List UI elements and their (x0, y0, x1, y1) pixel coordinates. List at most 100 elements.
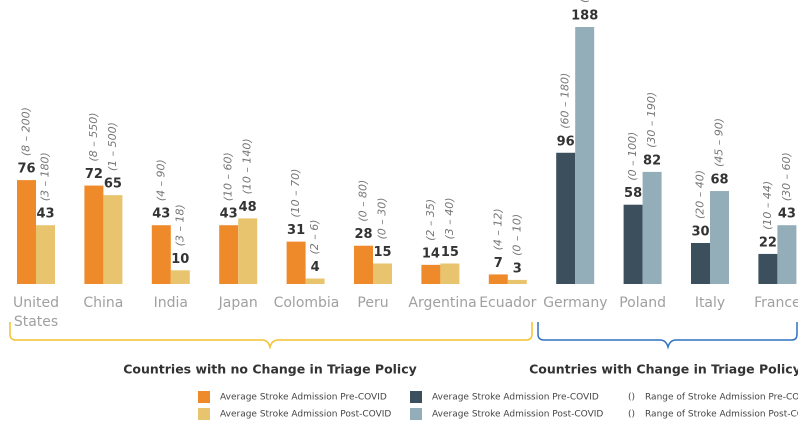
bar (354, 245, 373, 284)
x-tick-label: Peru (357, 295, 389, 311)
value-label: 43 (778, 207, 796, 222)
value-label: 188 (571, 9, 598, 24)
group-label: Countries with Change in Triage Policy (529, 362, 798, 377)
range-label: (8 – 550) (87, 112, 100, 161)
x-tick-label: Colombia (273, 295, 340, 311)
bar (373, 263, 392, 284)
x-tick-label: India (153, 295, 188, 311)
bar (758, 253, 778, 284)
range-label: (45 – 90) (713, 118, 726, 167)
value-label: 76 (17, 162, 35, 177)
value-label: 22 (759, 235, 777, 250)
bar (238, 218, 258, 284)
bar (170, 270, 190, 284)
range-label: (0 – 80) (357, 180, 370, 222)
bar (623, 204, 643, 284)
value-label: 30 (691, 224, 709, 239)
range-label: (3 – 180) (39, 152, 52, 201)
legend-swatch (410, 391, 422, 403)
x-tick-label: United States (13, 295, 59, 330)
legend-label: Range of Stroke Admission Pre-COVID (645, 393, 798, 403)
x-tick-label: Poland (619, 295, 666, 311)
x-tick-label: France (754, 295, 798, 311)
x-tick-label: Japan (218, 295, 258, 311)
range-label: (60 – 329) (578, 0, 591, 3)
bar (691, 242, 710, 284)
bar (84, 185, 104, 284)
value-label: 82 (643, 153, 661, 168)
range-label: (30 – 190) (645, 92, 658, 148)
legend-swatch (198, 391, 210, 403)
value-label: 43 (36, 207, 54, 222)
range-label: (30 – 60) (780, 152, 793, 201)
range-label: (8 – 200) (20, 107, 33, 156)
bar (103, 195, 123, 284)
x-tick-label: Ecuador (479, 295, 537, 311)
range-label: (0 – 100) (626, 132, 639, 181)
value-label: 43 (220, 207, 238, 222)
range-label: (10 – 60) (222, 152, 235, 201)
group-brace (537, 322, 798, 350)
bar (642, 171, 662, 284)
value-label: 68 (710, 173, 728, 188)
value-label: 3 (513, 261, 522, 276)
value-label: 96 (557, 134, 575, 149)
range-label: (2 – 35) (424, 199, 437, 241)
value-label: 10 (171, 252, 189, 267)
value-label: 31 (287, 223, 305, 238)
range-label: (3 – 18) (173, 204, 186, 246)
bar (305, 278, 325, 284)
bar (421, 264, 441, 284)
value-label: 72 (85, 167, 103, 182)
range-label: (3 – 40) (443, 197, 456, 239)
bar (36, 225, 55, 284)
bar (488, 274, 508, 284)
value-label: 4 (311, 260, 320, 275)
value-label: 65 (104, 177, 122, 192)
range-label: (10 – 70) (289, 169, 302, 218)
bar (777, 225, 797, 284)
legend-label: Average Stroke Admission Post-COVID (432, 410, 603, 420)
x-tick-label: Argentina (408, 295, 477, 311)
bar (286, 241, 306, 284)
value-label: 7 (494, 256, 503, 271)
range-label: (4 – 90) (154, 159, 167, 201)
legend-label: Average Stroke Admission Pre-COVID (432, 393, 599, 403)
value-label: 48 (239, 200, 257, 215)
x-tick-label: China (83, 295, 124, 311)
x-tick-label: Germany (543, 295, 608, 311)
bar (17, 180, 36, 284)
legend-swatch (198, 408, 210, 420)
bar (710, 191, 729, 284)
bar (575, 27, 595, 284)
bar (151, 225, 171, 284)
range-label: (4 – 12) (491, 208, 504, 250)
value-label: 15 (441, 245, 459, 260)
range-label: (60 – 180) (559, 73, 572, 129)
legend-label: Average Stroke Admission Post-COVID (220, 410, 391, 420)
range-label: (1 – 500) (106, 122, 119, 171)
value-label: 14 (422, 246, 440, 261)
bar (440, 263, 460, 284)
value-label: 28 (354, 227, 372, 242)
legend-swatch (410, 408, 422, 420)
legend-symbol: () (628, 410, 635, 420)
legend-label: Average Stroke Admission Pre-COVID (220, 393, 387, 403)
value-label: 43 (152, 207, 170, 222)
value-label: 15 (373, 245, 391, 260)
range-label: (10 – 140) (241, 138, 254, 194)
legend-symbol: () (628, 393, 635, 403)
range-label: (0 – 30) (376, 197, 389, 239)
range-label: (10 – 44) (761, 181, 774, 230)
bar (556, 152, 576, 284)
bar (507, 279, 527, 284)
x-tick-label: Italy (694, 295, 726, 311)
group-brace (9, 322, 533, 350)
legend-label: Range of Stroke Admission Post-COVID (645, 410, 798, 420)
range-label: (0 – 10) (510, 214, 523, 256)
value-label: 58 (624, 186, 642, 201)
bar (219, 225, 239, 284)
range-label: (20 – 40) (694, 170, 707, 219)
